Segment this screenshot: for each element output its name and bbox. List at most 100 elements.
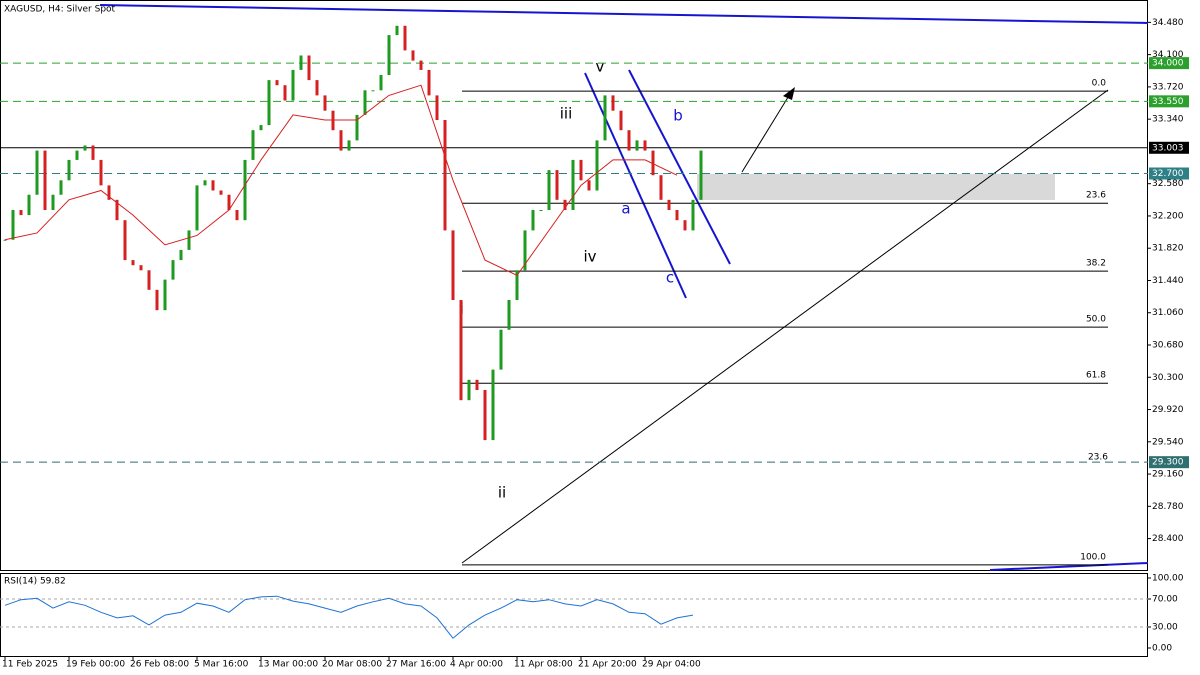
chart-title: XAGUSD, H4: Silver Spot bbox=[4, 5, 116, 15]
fib-label: 61.8 bbox=[1086, 371, 1106, 381]
candle bbox=[387, 35, 391, 76]
candle bbox=[83, 145, 87, 151]
x-tick-label: 29 Apr 04:00 bbox=[642, 660, 701, 670]
candle bbox=[259, 125, 263, 131]
fib-baseline bbox=[461, 89, 1109, 564]
fib-label: 50.0 bbox=[1086, 315, 1106, 325]
candle bbox=[155, 289, 159, 311]
candle bbox=[139, 265, 143, 271]
candle bbox=[371, 90, 375, 92]
y-tick-label: 28.780 bbox=[1152, 502, 1184, 512]
y-tick-label: 31.820 bbox=[1152, 244, 1184, 254]
y-tick-label: 29.920 bbox=[1152, 405, 1184, 415]
candle bbox=[171, 260, 175, 280]
candle bbox=[579, 159, 583, 181]
price-tag bbox=[1149, 456, 1189, 469]
y-tick-label: 28.400 bbox=[1152, 534, 1184, 544]
arrow bbox=[741, 93, 791, 173]
candle bbox=[219, 190, 223, 195]
candle bbox=[611, 95, 615, 111]
candle bbox=[491, 369, 495, 441]
candle bbox=[243, 159, 247, 221]
x-tick-label: 21 Apr 20:00 bbox=[578, 660, 637, 670]
candle bbox=[403, 25, 407, 51]
y-tick-label: 34.480 bbox=[1152, 18, 1184, 28]
rsi-tick-label: 0.00 bbox=[1152, 644, 1172, 654]
candle bbox=[467, 379, 471, 401]
candle bbox=[363, 90, 367, 115]
x-tick-label: 26 Feb 08:00 bbox=[130, 660, 189, 670]
candle bbox=[659, 175, 663, 200]
candle bbox=[179, 249, 183, 261]
candle bbox=[267, 80, 271, 126]
candle bbox=[131, 260, 135, 266]
wave-label: ii bbox=[498, 484, 506, 502]
candle bbox=[19, 210, 23, 216]
candle bbox=[347, 140, 351, 151]
price-tag-label: 33.550 bbox=[1152, 97, 1184, 107]
candle bbox=[307, 55, 311, 81]
y-tick-label: 31.060 bbox=[1152, 308, 1184, 318]
price-tag-label: 29.300 bbox=[1152, 458, 1184, 468]
fib-label: 0.0 bbox=[1092, 79, 1107, 89]
y-tick-label: 29.540 bbox=[1152, 437, 1184, 447]
y-tick-label: 33.340 bbox=[1152, 115, 1184, 125]
candle bbox=[411, 50, 415, 61]
candle bbox=[115, 199, 119, 221]
candle bbox=[651, 150, 655, 176]
price-tag-label: 33.003 bbox=[1152, 143, 1184, 153]
x-tick-label: 5 Mar 16:00 bbox=[194, 660, 249, 670]
moving-average bbox=[4, 84, 678, 277]
candle bbox=[507, 300, 511, 330]
zone bbox=[697, 174, 1055, 200]
candle bbox=[587, 180, 591, 191]
candle bbox=[67, 159, 71, 181]
rsi-tick-label: 70.00 bbox=[1152, 595, 1178, 605]
candle bbox=[603, 95, 607, 141]
candle bbox=[379, 75, 383, 91]
candle bbox=[699, 150, 703, 200]
candle bbox=[163, 279, 167, 311]
x-tick-label: 11 Feb 2025 bbox=[2, 660, 58, 670]
candle bbox=[35, 150, 39, 195]
candle bbox=[251, 130, 255, 160]
candle bbox=[339, 130, 343, 151]
candle bbox=[555, 170, 559, 200]
candle bbox=[683, 220, 687, 231]
y-tick-label: 34.100 bbox=[1152, 50, 1184, 60]
wave-label: c bbox=[666, 269, 674, 287]
fib-label: 23.6 bbox=[1086, 191, 1106, 201]
y-tick-label: 33.720 bbox=[1152, 82, 1184, 92]
candle bbox=[691, 199, 695, 231]
candle bbox=[531, 210, 535, 231]
candle bbox=[627, 130, 631, 151]
candle bbox=[523, 230, 527, 271]
candle bbox=[451, 230, 455, 301]
price-tag bbox=[1149, 57, 1189, 70]
candle bbox=[635, 140, 639, 151]
candle bbox=[11, 210, 15, 240]
y-tick-label: 30.300 bbox=[1152, 373, 1184, 383]
trend-line bbox=[99, 4, 1149, 24]
rsi-title: RSI(14) 59.82 bbox=[4, 577, 66, 587]
price-tag bbox=[1149, 167, 1189, 180]
candle bbox=[147, 270, 151, 290]
x-tick-label: 4 Apr 00:00 bbox=[450, 660, 503, 670]
candle bbox=[395, 25, 399, 36]
wave-label: v bbox=[596, 58, 605, 76]
rsi-line bbox=[4, 595, 694, 639]
candle bbox=[227, 194, 231, 211]
candle bbox=[419, 60, 423, 70]
candle bbox=[355, 114, 359, 141]
candle bbox=[595, 140, 599, 191]
candle bbox=[211, 180, 215, 191]
price-tag bbox=[1149, 95, 1189, 108]
candle bbox=[99, 159, 103, 186]
candle bbox=[483, 390, 487, 441]
candle bbox=[123, 220, 127, 261]
candle bbox=[459, 300, 463, 401]
rsi-panel bbox=[0, 573, 1148, 657]
candle bbox=[91, 145, 95, 160]
candle bbox=[323, 95, 327, 111]
